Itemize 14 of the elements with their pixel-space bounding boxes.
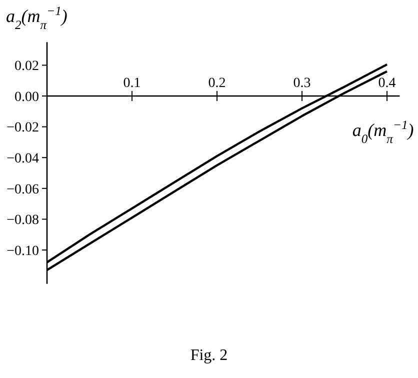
y-tick-label: −0.04 [6,152,39,166]
y-tick-label: 0.00 [14,90,39,105]
x-tick-label: 0.3 [293,76,311,91]
y-tick-label: −0.02 [6,120,39,136]
x-tick-label: 0.2 [208,76,226,91]
x-tick-label: 0.4 [378,76,396,91]
y-tick-label: −0.06 [6,182,39,198]
y-tick-label: −0.08 [6,213,39,228]
y-tick-label: 0.02 [14,59,39,74]
x-tick-label: 0.1 [123,76,141,91]
x-axis-title: a$_{0}$(m$_{π}$$^{−1}$) [352,118,414,146]
y-tick-label: −0.10 [6,244,39,259]
y-axis-title: a$_{2}$(m$_{π}$$^{−1}$) [6,4,68,32]
caption: Fig. 2 [190,347,228,364]
